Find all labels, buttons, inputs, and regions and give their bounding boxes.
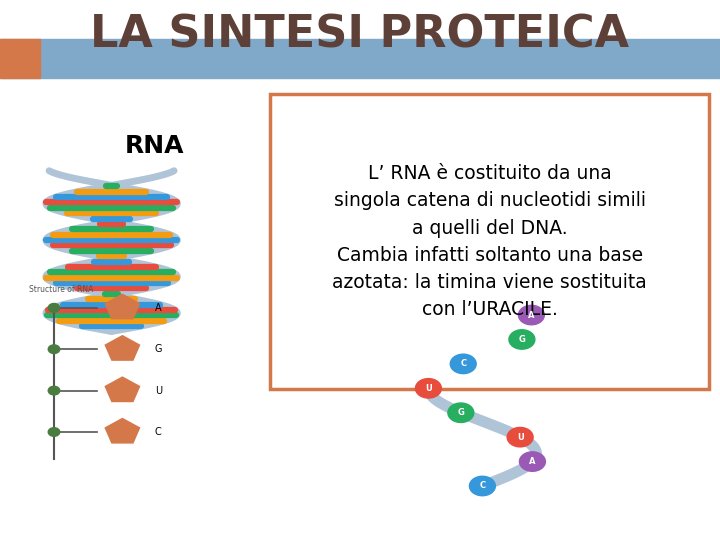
- Circle shape: [507, 428, 533, 447]
- Bar: [0, 39, 40, 78]
- Circle shape: [469, 476, 495, 496]
- Circle shape: [518, 305, 544, 325]
- Text: A: A: [155, 303, 161, 313]
- Circle shape: [48, 428, 60, 436]
- Text: G: G: [457, 408, 464, 417]
- Text: G: G: [155, 344, 162, 354]
- FancyBboxPatch shape: [270, 94, 709, 389]
- Text: U: U: [517, 433, 523, 442]
- Text: G: G: [518, 335, 526, 344]
- Text: LA SINTESI PROTEICA: LA SINTESI PROTEICA: [91, 14, 629, 57]
- Bar: [0, 39, 720, 78]
- Circle shape: [450, 354, 476, 374]
- Circle shape: [509, 330, 535, 349]
- Circle shape: [519, 452, 545, 471]
- Text: A: A: [528, 310, 535, 320]
- Text: C: C: [155, 427, 161, 437]
- Text: A: A: [529, 457, 536, 466]
- Text: U: U: [425, 384, 432, 393]
- Text: Structure of RNA: Structure of RNA: [29, 285, 93, 294]
- Circle shape: [48, 345, 60, 354]
- Circle shape: [48, 303, 60, 312]
- Text: RNA: RNA: [125, 134, 184, 158]
- Text: L’ RNA è costituito da una
singola catena di nucleotidi simili
a quelli del DNA.: L’ RNA è costituito da una singola caten…: [332, 164, 647, 319]
- Text: C: C: [480, 482, 485, 490]
- Text: C: C: [460, 360, 467, 368]
- Circle shape: [415, 379, 441, 398]
- Circle shape: [448, 403, 474, 422]
- Text: U: U: [155, 386, 162, 396]
- Circle shape: [48, 386, 60, 395]
